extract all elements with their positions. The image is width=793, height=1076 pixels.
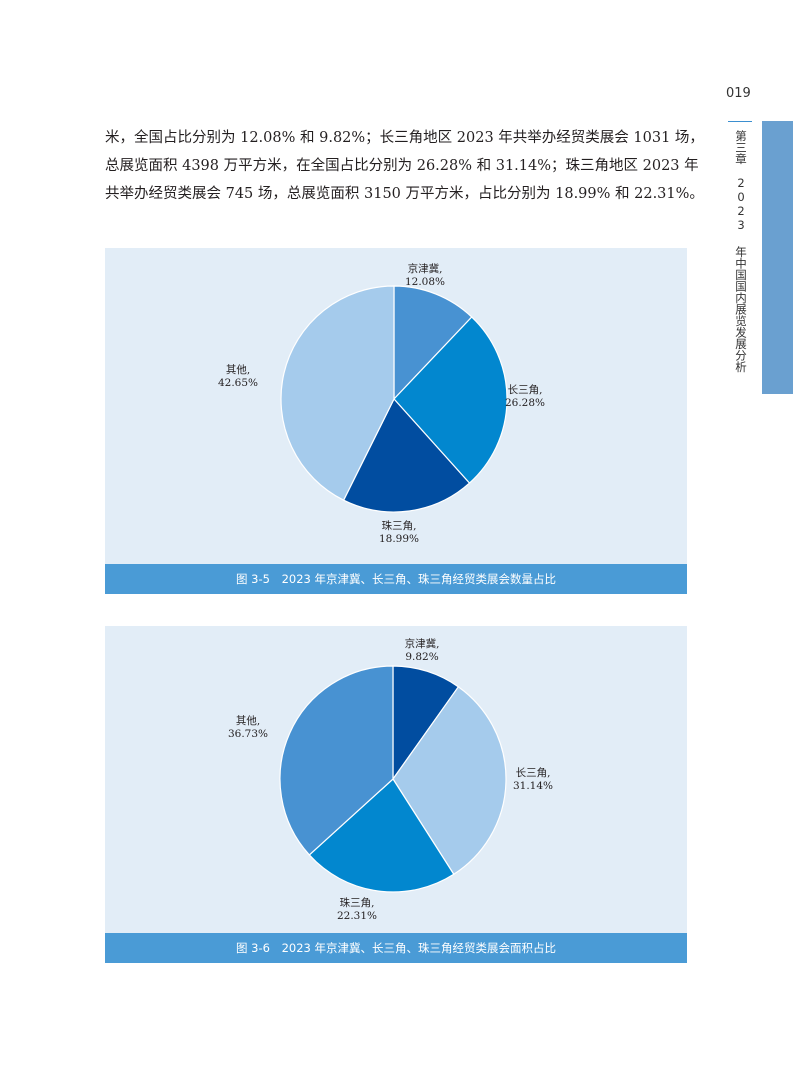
figure-3-6: 京津冀, 9.82% 长三角, 31.14% 珠三角, 22.31% 其他, 36.73% 图… — [105, 626, 687, 963]
slice-label-name: 长三角, — [516, 767, 551, 779]
figure-title: 2023 年京津冀、长三角、珠三角经贸类展会面积占比 — [281, 941, 557, 955]
pie-slice-2 — [342, 397, 471, 513]
figure-number: 图 3-5 — [235, 572, 270, 586]
body-line: 共举办经贸类展会 745 场，总展览面积 3150 万平方米，占比分别为 18.… — [105, 186, 704, 202]
slice-label-name: 长三角, — [508, 384, 543, 396]
chapter-label: 第三章 2023 年中国国内展览发展分析 — [734, 130, 748, 373]
slice-label-value: 36.73% — [228, 728, 268, 740]
figure-title: 2023 年京津冀、长三角、珠三角经贸类展会数量占比 — [281, 572, 557, 586]
page-number: 019 — [726, 86, 751, 101]
figure-number: 图 3-6 — [235, 941, 270, 955]
slice-label-name: 其他, — [226, 363, 250, 376]
slice-label-value: 9.82% — [405, 651, 438, 663]
page-number-rule — [728, 121, 752, 122]
body-paragraph: 米，全国占比分别为 12.08% 和 9.82%；长三角地区 2023 年共举办… — [105, 124, 704, 208]
slice-label-value: 26.28% — [505, 397, 545, 409]
slice-label-value: 12.08% — [405, 276, 445, 288]
pie-slice-3 — [279, 665, 394, 856]
slice-label-value: 18.99% — [379, 533, 419, 545]
chapter-side-tab — [762, 121, 793, 394]
slice-label-name: 珠三角, — [382, 519, 417, 532]
body-line: 总展览面积 4398 万平方米，在全国占比分别为 26.28% 和 31.14%… — [105, 158, 699, 174]
figure-3-5: 京津冀, 12.08% 长三角, 26.28% 珠三角, 18.99% 其他, 42.65% … — [105, 248, 687, 594]
slice-label-name: 京津冀, — [405, 637, 440, 650]
pie-chart-exhibition-area: 京津冀,9.82% 长三角,31.14% 珠三角,22.31% 其他,36.73% — [228, 637, 553, 922]
pie-chart-exhibition-count: 京津冀,12.08% 长三角,26.28% 珠三角,18.99% 其他,42.65% — [218, 262, 545, 545]
pie-slice-0 — [393, 285, 473, 401]
pie-slice-3 — [280, 285, 395, 501]
body-line: 米，全国占比分别为 12.08% 和 9.82%；长三角地区 2023 年共举办… — [105, 130, 704, 146]
figure-caption: 图 3-6 2023 年京津冀、长三角、珠三角经贸类展会面积占比 — [105, 933, 687, 963]
slice-label-name: 其他, — [236, 714, 260, 727]
pie-slice-1 — [392, 685, 507, 876]
slice-label-value: 22.31% — [337, 910, 377, 922]
slice-label-name: 珠三角, — [340, 896, 375, 909]
slice-label-value: 42.65% — [218, 377, 258, 389]
pie-slice-2 — [308, 778, 455, 893]
slice-label-name: 京津冀, — [408, 262, 443, 275]
figure-caption: 图 3-5 2023 年京津冀、长三角、珠三角经贸类展会数量占比 — [105, 564, 687, 594]
slice-label-value: 31.14% — [513, 780, 553, 792]
pie-slice-1 — [393, 316, 508, 484]
